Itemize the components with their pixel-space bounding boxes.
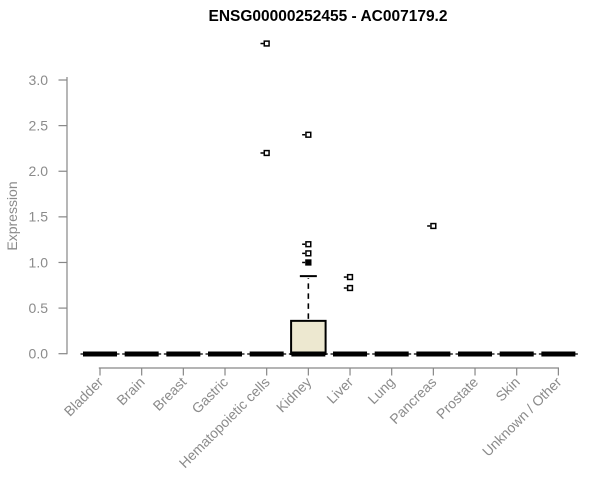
outlier-point [305, 250, 312, 257]
y-tick-label: 1.5 [29, 209, 49, 225]
x-tick-label: Prostate [433, 374, 481, 422]
box-iqr [290, 319, 327, 356]
chart-title: ENSG00000252455 - AC007179.2 [209, 8, 448, 25]
outlier-point [305, 241, 312, 248]
outlier-point [305, 259, 312, 266]
x-tick-label: Liver [323, 374, 356, 407]
outlier-point [263, 40, 270, 47]
y-tick-label: 2.5 [29, 117, 49, 133]
x-tick-label: Kidney [273, 374, 315, 416]
x-tick-label: Skin [492, 374, 523, 405]
x-tick-label: Lung [364, 374, 397, 407]
outlier-point [263, 149, 270, 157]
y-tick-label: 0.5 [29, 300, 49, 316]
y-tick-label: 3.0 [29, 72, 49, 88]
y-axis-title: Expression [4, 181, 20, 250]
outlier-point [305, 131, 312, 138]
x-tick-label: Bladder [61, 374, 107, 420]
x-tick-label: Brain [113, 374, 147, 408]
y-tick-label: 2.0 [29, 163, 49, 179]
x-tick-label: Breast [150, 374, 190, 414]
x-tick-label: Unknown / Other [479, 374, 565, 460]
outlier-point [346, 273, 354, 281]
y-tick-label: 1.0 [29, 254, 49, 270]
outlier-point [346, 284, 354, 292]
y-tick-label: 0.0 [29, 346, 49, 362]
outlier-point [430, 222, 437, 230]
